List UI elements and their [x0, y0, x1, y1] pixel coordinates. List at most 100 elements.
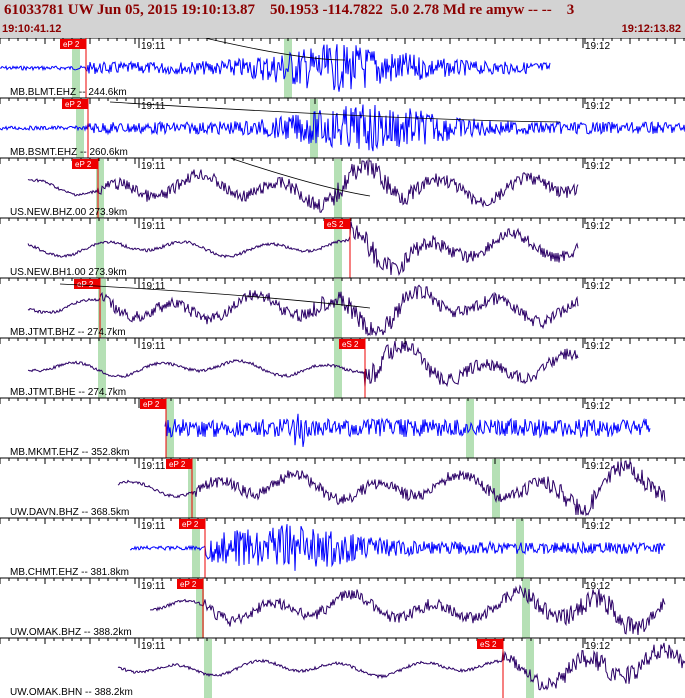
- trace-row[interactable]: 19:11 19:12 eP 2 MB.BLMT.EHZ -- 244.6km: [0, 38, 685, 98]
- station-label: UW.DAVN.BHZ -- 368.5km: [10, 507, 129, 518]
- phase-window-band: [334, 339, 342, 398]
- trace-row[interactable]: 19:11 19:12 eP 2 US.NEW.BHZ.00 273.9km: [0, 157, 685, 218]
- pick-flag[interactable]: [177, 579, 203, 589]
- phase-window-band: [522, 579, 530, 638]
- minute-tick-label: 19:11: [141, 161, 166, 172]
- minute-tick-label: 19:12: [585, 521, 610, 532]
- pick-label: eS 2: [342, 340, 359, 349]
- minute-tick-label: 19:11: [141, 521, 166, 532]
- travel-time-curve: [109, 101, 561, 123]
- pick-label: eS 2: [327, 220, 344, 229]
- minute-tick-label: 19:12: [585, 341, 610, 352]
- pick-flag[interactable]: [72, 159, 98, 169]
- station-label: US.NEW.BHZ.00 273.9km: [10, 207, 127, 218]
- station-label: MB.CHMT.EHZ -- 381.8km: [10, 567, 129, 578]
- minute-tick-label: 19:12: [585, 41, 610, 52]
- pick-flag[interactable]: [477, 639, 503, 649]
- station-label: MB.JTMT.BHZ -- 274.7km: [10, 327, 126, 338]
- minute-tick-label: 19:12: [585, 401, 610, 412]
- waveform-trace: [117, 459, 666, 517]
- pick-label: eP 2: [169, 460, 186, 469]
- minute-tick-label: 19:12: [585, 161, 610, 172]
- station-label: UW.OMAK.BHN -- 388.2km: [10, 687, 133, 698]
- waveform-trace: [164, 413, 651, 447]
- minute-tick-label: 19:11: [141, 341, 166, 352]
- pick-flag[interactable]: [179, 519, 205, 529]
- window-end-time: 19:12:13.82: [621, 23, 681, 35]
- minute-tick-label: 19:12: [585, 101, 610, 112]
- minute-tick-label: 19:11: [141, 641, 166, 652]
- minute-tick-label: 19:11: [141, 461, 166, 472]
- station-label: UW.OMAK.BHZ -- 388.2km: [10, 627, 132, 638]
- pick-flag[interactable]: [62, 99, 88, 109]
- station-label: MB.BSMT.EHZ -- 260.6km: [10, 147, 128, 158]
- waveform-trace: [27, 340, 579, 388]
- minute-tick-label: 19:11: [141, 281, 166, 292]
- minute-tick-label: 19:12: [585, 641, 610, 652]
- minute-tick-label: 19:12: [585, 281, 610, 292]
- phase-window-band: [96, 159, 104, 218]
- event-header: 61033781 UW Jun 05, 2015 19:10:13.87 50.…: [0, 0, 685, 38]
- phase-window-band: [334, 279, 342, 338]
- travel-time-curve: [229, 157, 371, 197]
- event-title: 61033781 UW Jun 05, 2015 19:10:13.87 50.…: [4, 2, 575, 18]
- pick-label: eP 2: [65, 100, 82, 109]
- station-label: MB.MKMT.EHZ -- 352.8km: [10, 447, 129, 458]
- waveform-trace: [27, 221, 579, 277]
- pick-flag[interactable]: [339, 339, 365, 349]
- travel-time-curve: [59, 283, 371, 309]
- waveform-trace: [150, 584, 666, 636]
- pick-label: eS 2: [480, 640, 497, 649]
- trace-row[interactable]: 19:11 19:12 eP 2 MB.BSMT.EHZ -- 260.6km: [0, 97, 685, 158]
- phase-window-band: [492, 459, 500, 518]
- trace-row[interactable]: 19:11 19:12 eS 2 US.NEW.BH1.00 273.9km: [0, 217, 685, 278]
- minute-tick-label: 19:12: [585, 581, 610, 592]
- pick-flag[interactable]: [324, 219, 350, 229]
- station-label: US.NEW.BH1.00 273.9km: [10, 267, 127, 278]
- pick-flag[interactable]: [60, 39, 86, 49]
- pick-label: eP 2: [75, 160, 92, 169]
- phase-window-band: [98, 279, 106, 338]
- trace-row[interactable]: 19:11 19:12 eP 2 MB.CHMT.EHZ -- 381.8km: [0, 517, 685, 578]
- phase-window-band: [76, 99, 84, 158]
- minute-tick-label: 19:12: [585, 221, 610, 232]
- pick-label: eP 2: [143, 400, 160, 409]
- station-label: MB.JTMT.BHE -- 274.7km: [10, 387, 126, 398]
- waveform-trace: [0, 104, 685, 152]
- minute-tick-label: 19:11: [141, 221, 166, 232]
- phase-window-band: [72, 39, 80, 98]
- trace-row[interactable]: 19:11 19:12 eP 2 MB.JTMT.BHZ -- 274.7km: [0, 277, 685, 338]
- phase-window-band: [96, 219, 104, 278]
- minute-tick-label: 19:11: [141, 101, 166, 112]
- pick-label: eP 2: [180, 580, 197, 589]
- trace-row[interactable]: 19:11 19:12 eS 2 UW.OMAK.BHN -- 388.2km: [0, 637, 685, 698]
- pick-label: eP 2: [63, 40, 80, 49]
- phase-window-band: [334, 219, 342, 278]
- phase-window-band: [98, 339, 106, 398]
- window-start-time: 19:10:41.12: [2, 23, 62, 35]
- trace-row[interactable]: 19:11 19:12 eS 2 MB.JTMT.BHE -- 274.7km: [0, 337, 685, 398]
- trace-row[interactable]: 19:11 19:12 eP 2 UW.DAVN.BHZ -- 368.5km: [0, 457, 685, 518]
- minute-tick-label: 19:11: [141, 581, 166, 592]
- waveform-trace: [27, 159, 579, 213]
- phase-window-band: [196, 579, 204, 638]
- trace-row[interactable]: 19:11 19:12 eP 2 UW.OMAK.BHZ -- 388.2km: [0, 577, 685, 638]
- waveform-trace: [130, 524, 666, 571]
- minute-tick-label: 19:11: [141, 41, 166, 52]
- phase-window-band: [310, 99, 318, 158]
- pick-label: eP 2: [182, 520, 199, 529]
- waveform-trace: [0, 44, 551, 92]
- minute-tick-label: 19:12: [585, 461, 610, 472]
- phase-window-band: [204, 639, 212, 698]
- pick-flag[interactable]: [166, 459, 192, 469]
- waveform-trace: [117, 642, 685, 691]
- phase-window-band: [192, 519, 200, 578]
- station-label: MB.BLMT.EHZ -- 244.6km: [10, 87, 127, 98]
- phase-window-band: [516, 519, 524, 578]
- phase-window-band: [526, 639, 534, 698]
- pick-flag[interactable]: [140, 399, 166, 409]
- pick-flag[interactable]: [74, 279, 100, 289]
- travel-time-curve: [204, 38, 346, 61]
